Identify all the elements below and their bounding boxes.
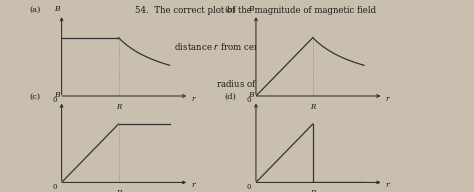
Text: 0: 0 (53, 96, 57, 104)
Text: R: R (310, 103, 316, 111)
Text: B: B (248, 91, 254, 99)
Text: r: r (191, 95, 195, 103)
Text: 0: 0 (247, 96, 251, 104)
Text: r: r (386, 95, 389, 103)
Text: B: B (54, 91, 60, 99)
Text: 54.  The correct plot of the magnitude of magnetic field: 54. The correct plot of the magnitude of… (136, 6, 376, 15)
Text: 0: 0 (247, 183, 251, 191)
Text: R: R (116, 103, 121, 111)
Text: R: R (310, 189, 316, 192)
Text: r: r (191, 181, 195, 189)
Text: B: B (248, 5, 254, 13)
Text: (b): (b) (224, 6, 236, 14)
Text: r: r (386, 181, 389, 189)
Text: radius of wire is $R$: radius of wire is $R$ (216, 78, 296, 89)
Text: B: B (54, 5, 60, 13)
Text: R: R (116, 189, 121, 192)
Text: 0: 0 (53, 183, 57, 191)
Text: (a): (a) (30, 6, 41, 14)
Text: $\bar{B}$  vs distance $r$ from centre of the wire is, if the: $\bar{B}$ vs distance $r$ from centre of… (151, 41, 361, 54)
Text: (c): (c) (30, 93, 41, 100)
Text: (d): (d) (224, 93, 236, 100)
